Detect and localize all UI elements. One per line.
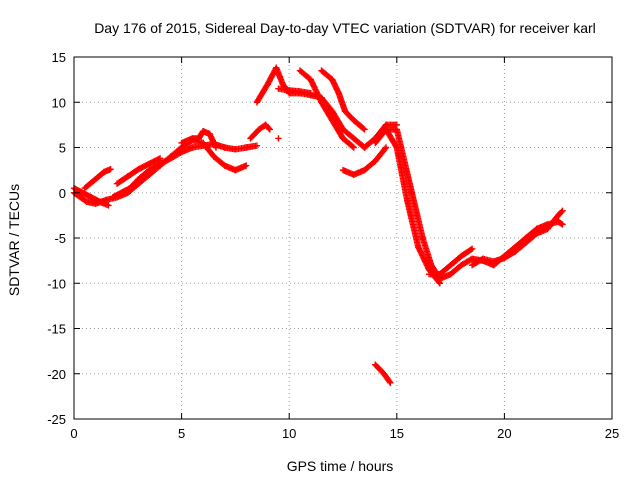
series-t15 <box>425 245 476 278</box>
y-tick-label: 0 <box>59 186 66 201</box>
data-point-marker <box>156 155 164 162</box>
data-point-marker <box>361 126 368 133</box>
x-tick-label: 20 <box>497 426 511 441</box>
data-points <box>70 64 566 386</box>
data-point-marker <box>558 208 565 216</box>
y-tick-label: -20 <box>47 367 66 382</box>
data-point-marker <box>307 90 314 97</box>
data-point-marker <box>349 143 356 150</box>
series-outliers <box>275 135 282 142</box>
series-t5 <box>113 155 164 187</box>
series-t17 <box>372 361 394 386</box>
x-tick-label: 5 <box>178 426 185 441</box>
y-tick-label: 10 <box>52 95 66 110</box>
series-t2 <box>81 166 114 192</box>
series-t7 <box>247 121 274 142</box>
series-t12 <box>339 144 390 178</box>
y-tick-label: -15 <box>47 322 66 337</box>
series-t9 <box>275 85 314 97</box>
data-point-marker <box>360 125 367 132</box>
data-point-marker <box>559 207 566 215</box>
y-tick-label: 15 <box>52 50 66 65</box>
data-point-marker <box>381 145 389 152</box>
axis-ticks: 0 5 10 15 20 25 -25 -20 -15 -10 -5 0 5 10 15 <box>47 50 619 441</box>
data-point-marker <box>468 245 476 253</box>
data-point-marker <box>350 144 357 151</box>
data-point-marker <box>387 379 394 386</box>
x-tick-label: 0 <box>70 426 77 441</box>
data-point-marker <box>386 378 393 385</box>
y-tick-label: -5 <box>54 231 66 246</box>
data-point-marker <box>559 221 566 228</box>
series-t10 <box>296 67 357 151</box>
data-point-marker <box>253 142 261 149</box>
data-point-marker <box>382 144 390 151</box>
data-point-marker <box>242 162 250 169</box>
series-t14 <box>382 126 566 282</box>
data-point-marker <box>467 246 475 253</box>
data-point-marker <box>107 166 114 173</box>
x-tick-label: 15 <box>390 426 404 441</box>
y-tick-label: -10 <box>47 276 66 291</box>
y-axis-label: SDTVAR / TECUs <box>6 184 22 296</box>
data-point-marker <box>266 126 274 133</box>
data-point-marker <box>265 125 272 132</box>
data-point-marker <box>212 144 220 151</box>
series-t6 <box>178 128 220 151</box>
data-point-marker <box>275 135 282 142</box>
x-tick-label: 10 <box>282 426 296 441</box>
series-t16 <box>468 207 566 269</box>
series-t11 <box>318 67 368 133</box>
y-tick-label: 5 <box>59 141 66 156</box>
x-tick-label: 25 <box>605 426 619 441</box>
series-t3 <box>70 185 112 209</box>
x-axis-label: GPS time / hours <box>287 458 394 474</box>
y-tick-label: -25 <box>47 412 66 427</box>
data-point-marker <box>105 202 112 209</box>
chart-title: Day 176 of 2015, Sidereal Day-to-day VTE… <box>94 20 596 36</box>
